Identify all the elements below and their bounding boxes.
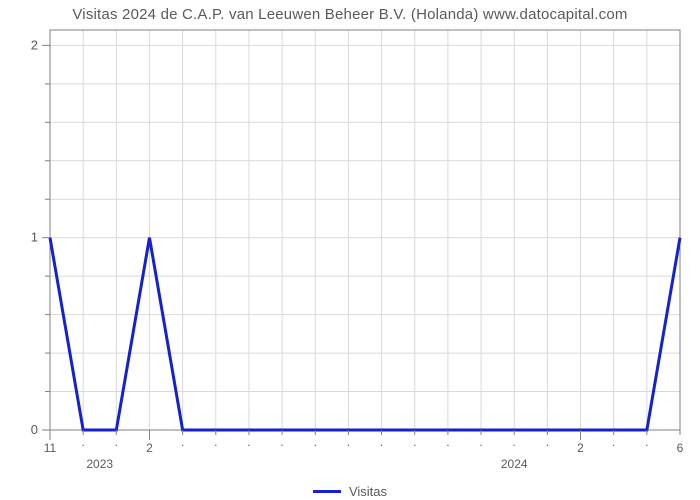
- svg-text:.: .: [513, 435, 516, 449]
- svg-text:.: .: [446, 435, 449, 449]
- svg-text:2023: 2023: [86, 457, 113, 471]
- svg-text:.: .: [645, 435, 648, 449]
- svg-text:.: .: [380, 435, 383, 449]
- chart-legend: Visitas: [0, 480, 700, 499]
- chart-container: Visitas 2024 de C.A.P. van Leeuwen Behee…: [0, 0, 700, 500]
- svg-text:2: 2: [146, 441, 153, 455]
- svg-text:2: 2: [577, 441, 584, 455]
- svg-text:1: 1: [31, 230, 38, 245]
- svg-text:.: .: [347, 435, 350, 449]
- svg-text:.: .: [214, 435, 217, 449]
- svg-text:.: .: [413, 435, 416, 449]
- legend-label: Visitas: [349, 484, 387, 499]
- svg-text:.: .: [314, 435, 317, 449]
- svg-text:.: .: [479, 435, 482, 449]
- svg-text:.: .: [280, 435, 283, 449]
- svg-text:2024: 2024: [501, 457, 528, 471]
- legend-swatch: [313, 490, 341, 493]
- svg-text:11: 11: [44, 441, 57, 455]
- svg-text:.: .: [546, 435, 549, 449]
- svg-text:2: 2: [31, 37, 38, 52]
- svg-text:.: .: [81, 435, 84, 449]
- svg-text:.: .: [181, 435, 184, 449]
- svg-text:.: .: [247, 435, 250, 449]
- legend-item: Visitas: [313, 484, 387, 499]
- svg-text:.: .: [612, 435, 615, 449]
- svg-text:6: 6: [677, 441, 684, 455]
- svg-text:.: .: [115, 435, 118, 449]
- chart-plot: 0 1 2 11 2 2................ 6 2023 2024: [0, 0, 700, 500]
- svg-text:0: 0: [31, 422, 38, 437]
